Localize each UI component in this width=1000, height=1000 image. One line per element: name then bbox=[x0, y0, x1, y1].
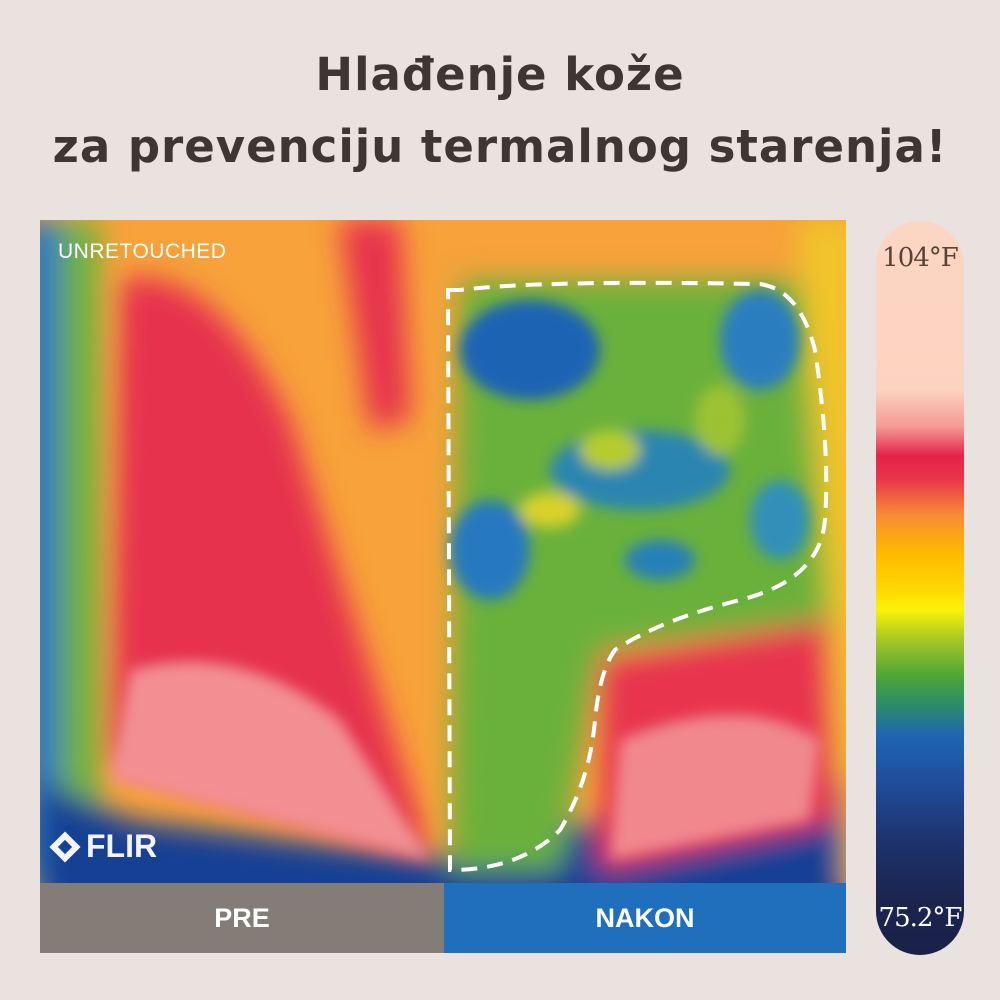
scale-max: 104°F bbox=[882, 243, 959, 273]
thermal-image: UNRETOUCHED FLIR bbox=[40, 220, 846, 883]
unretouched-label: UNRETOUCHED bbox=[58, 240, 227, 263]
headline-line-1: Hlađenje kože bbox=[315, 48, 685, 101]
treated-area-outline bbox=[445, 280, 829, 873]
scale-min: 75.2°F bbox=[878, 903, 963, 933]
temperature-scale: 104°F 75.2°F bbox=[876, 221, 964, 955]
thermal-heatmap bbox=[40, 220, 846, 883]
flir-logo: FLIR bbox=[49, 828, 158, 865]
after-label: NAKON bbox=[444, 883, 846, 953]
headline-line-2: za prevenciju termalnog starenja! bbox=[52, 120, 948, 173]
before-label: PRE bbox=[40, 883, 444, 953]
flir-logo-text: FLIR bbox=[86, 828, 158, 864]
flir-logo-icon bbox=[49, 830, 81, 863]
